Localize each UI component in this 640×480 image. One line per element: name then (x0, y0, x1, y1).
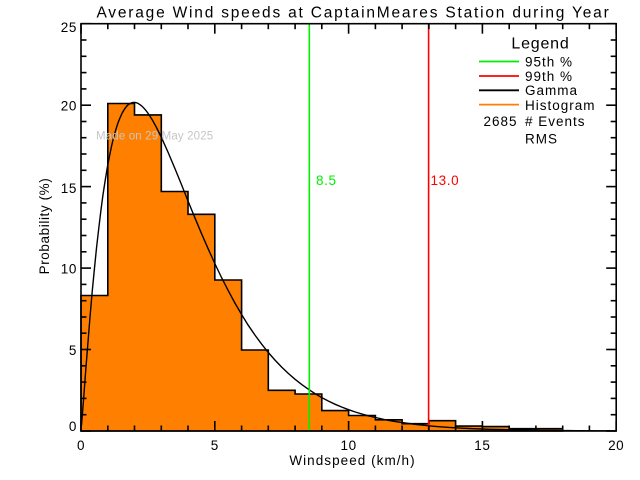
svg-text:0: 0 (69, 419, 77, 434)
svg-text:8.5: 8.5 (316, 173, 337, 188)
svg-text:Legend: Legend (511, 36, 569, 53)
svg-text:RMS: RMS (525, 132, 558, 147)
svg-text:99th %: 99th % (525, 69, 573, 84)
svg-text:15: 15 (474, 438, 490, 453)
svg-text:5: 5 (211, 438, 219, 453)
svg-text:# Events: # Events (525, 114, 586, 129)
svg-text:Histogram: Histogram (525, 98, 596, 113)
svg-text:20: 20 (608, 438, 624, 453)
svg-text:Windspeed (km/h): Windspeed (km/h) (289, 453, 415, 468)
svg-text:20: 20 (61, 99, 77, 114)
svg-text:Probability (%): Probability (%) (37, 178, 52, 275)
svg-text:10: 10 (340, 438, 356, 453)
svg-text:10: 10 (61, 262, 77, 277)
svg-text:5: 5 (69, 343, 77, 358)
svg-text:Gamma: Gamma (525, 83, 578, 98)
svg-text:0: 0 (77, 438, 85, 453)
svg-text:Made on 29 May 2025: Made on 29 May 2025 (96, 131, 213, 143)
svg-text:13.0: 13.0 (431, 173, 460, 188)
svg-text:15: 15 (61, 181, 77, 196)
svg-text:Average Wind speeds at Captain: Average Wind speeds at CaptainMeares Sta… (96, 5, 610, 22)
svg-text:2685: 2685 (484, 114, 518, 129)
svg-text:25: 25 (61, 20, 77, 35)
svg-text:95th %: 95th % (525, 55, 573, 70)
